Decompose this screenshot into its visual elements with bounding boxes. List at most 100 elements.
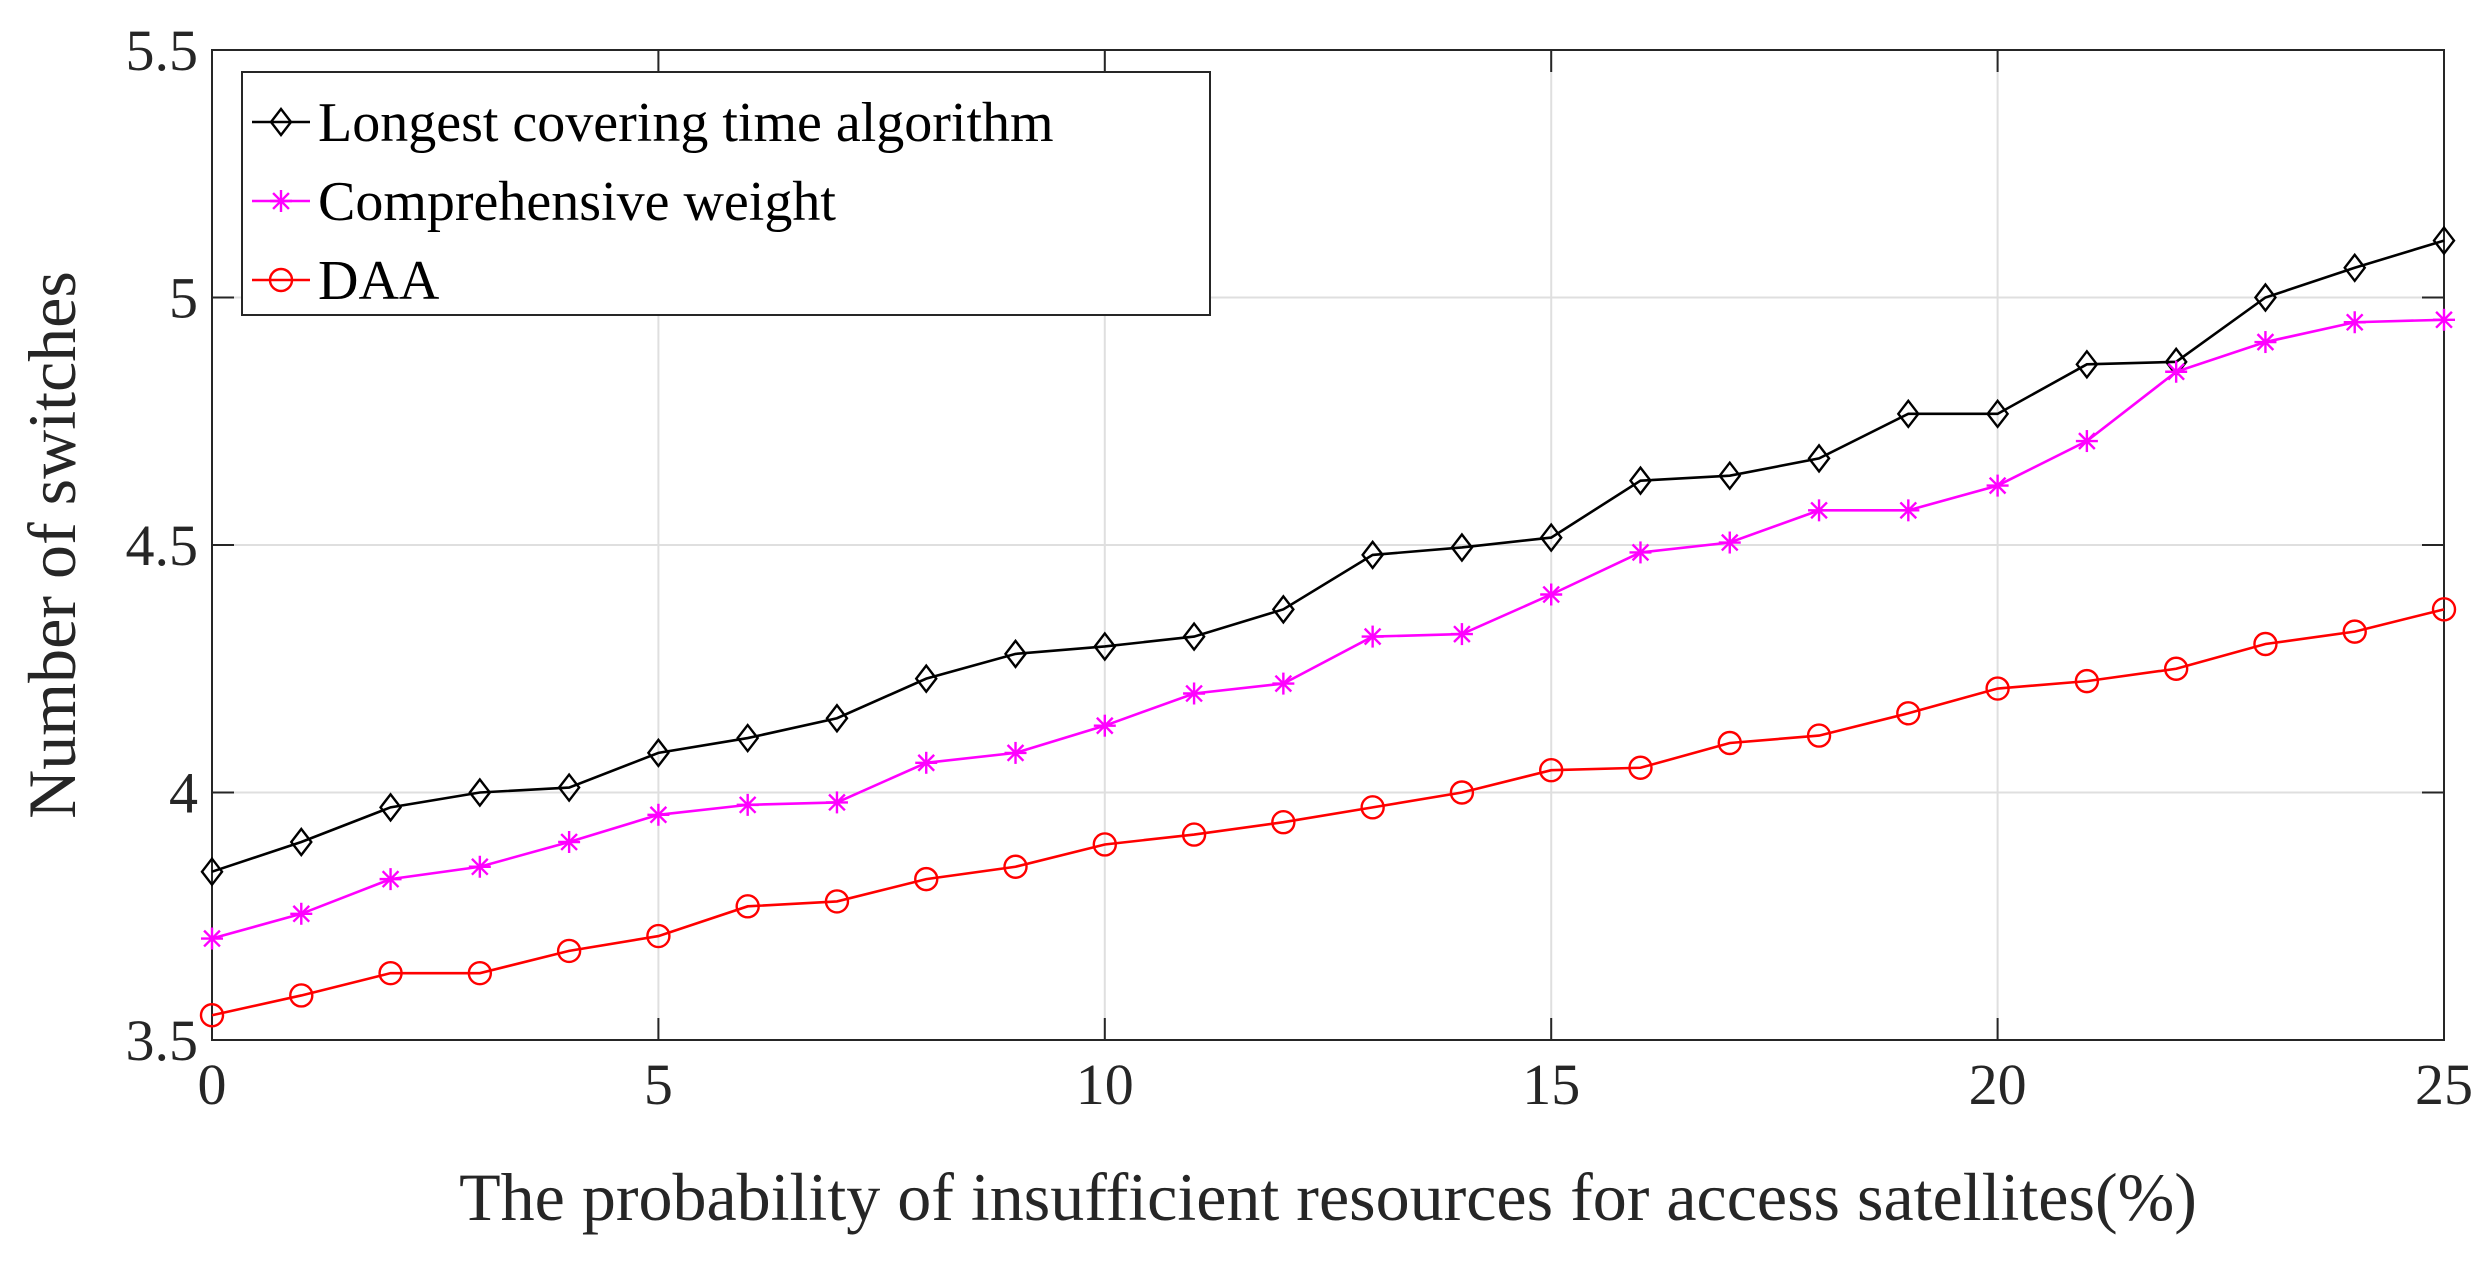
data-point-longest-covering-time-algorithm — [2075, 349, 2099, 380]
data-point-longest-covering-time-algorithm — [646, 737, 670, 768]
data-point-comprehensive-weight — [2165, 360, 2188, 383]
asterisk-stroke — [2256, 333, 2275, 351]
data-point-comprehensive-weight — [1004, 741, 1027, 764]
asterisk-stroke — [381, 870, 400, 888]
asterisk-stroke — [828, 793, 846, 812]
data-point-daa — [1896, 701, 1921, 726]
data-point-daa — [1449, 780, 1475, 805]
data-point-daa — [556, 938, 582, 964]
x-tick-label: 20 — [1969, 1052, 2027, 1117]
data-point-longest-covering-time-algorithm — [1004, 638, 1028, 669]
series-comprehensive-weight — [201, 308, 2455, 950]
series-layer — [199, 225, 2457, 1028]
asterisk-stroke — [1810, 501, 1828, 520]
data-point-daa — [1985, 676, 2010, 701]
data-point-comprehensive-weight — [647, 803, 670, 826]
data-point-comprehensive-weight — [2075, 430, 2098, 453]
data-point-daa — [2342, 619, 2367, 644]
data-point-daa — [199, 1003, 225, 1028]
data-point-comprehensive-weight — [1718, 531, 1741, 554]
data-point-longest-covering-time-algorithm — [289, 827, 313, 857]
x-tick-labels: 0 5 10 15 20 25 — [198, 1052, 2474, 1117]
data-point-comprehensive-weight — [468, 855, 491, 878]
data-point-comprehensive-weight — [558, 831, 581, 853]
data-point-longest-covering-time-algorithm — [825, 703, 849, 734]
data-point-longest-covering-time-algorithm — [914, 663, 938, 694]
data-point-comprehensive-weight — [915, 751, 938, 774]
data-point-longest-covering-time-algorithm — [736, 723, 760, 754]
data-point-daa — [2253, 631, 2278, 657]
legend-box — [241, 71, 1211, 316]
series-daa — [199, 597, 2457, 1028]
asterisk-stroke — [1096, 716, 1114, 735]
asterisk-stroke — [1274, 674, 1293, 693]
data-point-longest-covering-time-algorithm — [1271, 594, 1295, 625]
asterisk-stroke — [1006, 744, 1025, 762]
data-point-longest-covering-time-algorithm — [1182, 621, 1206, 652]
asterisk-stroke — [1899, 501, 1918, 520]
data-point-comprehensive-weight — [2433, 308, 2455, 331]
data-point-daa — [1181, 822, 1207, 847]
data-point-daa — [1806, 723, 1832, 748]
data-point-comprehensive-weight — [2254, 331, 2277, 354]
data-point-comprehensive-weight — [290, 902, 313, 925]
data-point-longest-covering-time-algorithm — [1361, 539, 1385, 570]
data-point-longest-covering-time-algorithm — [1628, 465, 1652, 496]
asterisk-stroke — [738, 796, 757, 814]
y-tick-label: 4.5 — [126, 513, 199, 578]
data-point-comprehensive-weight — [1629, 541, 1652, 564]
data-point-daa — [1628, 755, 1653, 780]
legend-label: DAA — [318, 250, 440, 312]
x-tick-label: 5 — [644, 1052, 673, 1117]
data-point-daa — [1538, 758, 1564, 783]
data-point-comprehensive-weight — [1272, 672, 1295, 695]
data-point-daa — [824, 889, 850, 914]
data-point-comprehensive-weight — [1986, 474, 2009, 497]
data-point-daa — [914, 866, 939, 892]
data-point-comprehensive-weight — [1450, 623, 1473, 646]
asterisk-stroke — [2345, 313, 2364, 332]
x-tick-label: 0 — [198, 1052, 227, 1117]
asterisk-stroke — [649, 806, 668, 824]
asterisk-stroke — [1988, 476, 2007, 495]
data-point-daa — [2431, 597, 2457, 622]
data-point-daa — [289, 983, 314, 1008]
data-point-comprehensive-weight — [825, 791, 848, 814]
data-point-longest-covering-time-algorithm — [1807, 443, 1831, 474]
series-line-comprehensive-weight — [211, 318, 2445, 940]
data-point-comprehensive-weight — [201, 927, 223, 950]
asterisk-stroke — [272, 192, 290, 210]
data-point-longest-covering-time-algorithm — [200, 856, 224, 887]
data-point-longest-covering-time-algorithm — [379, 792, 403, 823]
asterisk-stroke — [2078, 432, 2096, 450]
asterisk-stroke — [1185, 684, 1203, 703]
data-point-daa — [2074, 668, 2100, 694]
series-longest-covering-time-algorithm — [200, 225, 2456, 887]
y-tick-label: 3.5 — [126, 1008, 199, 1073]
y-tick-label: 4 — [169, 761, 198, 826]
data-point-comprehensive-weight — [1897, 499, 1920, 522]
asterisk-stroke — [1363, 627, 1382, 646]
x-axis-title: The probability of insufficient resource… — [459, 1159, 2197, 1235]
legend-item-comprehensive-weight: Comprehensive weight — [252, 171, 836, 233]
data-point-comprehensive-weight — [736, 793, 759, 816]
data-point-daa — [378, 960, 403, 986]
asterisk-stroke — [292, 905, 311, 923]
data-point-longest-covering-time-algorithm — [1539, 522, 1563, 553]
data-point-longest-covering-time-algorithm — [2432, 225, 2456, 256]
asterisk-stroke — [2167, 362, 2185, 381]
asterisk-stroke — [560, 833, 578, 851]
data-point-longest-covering-time-algorithm — [1450, 532, 1474, 563]
legend-marker — [270, 190, 292, 212]
legend-item-longest-covering-time-algorithm: Longest covering time algorithm — [252, 92, 1054, 154]
y-axis-title: Number of switches — [14, 271, 90, 819]
data-point-daa — [467, 960, 493, 986]
data-point-comprehensive-weight — [1540, 583, 1563, 606]
series-line-daa — [211, 608, 2445, 1017]
data-point-comprehensive-weight — [2343, 311, 2366, 334]
data-point-longest-covering-time-algorithm — [2343, 252, 2367, 283]
legend-label: Comprehensive weight — [318, 171, 836, 233]
data-point-comprehensive-weight — [1183, 682, 1206, 705]
asterisk-stroke — [471, 857, 489, 876]
